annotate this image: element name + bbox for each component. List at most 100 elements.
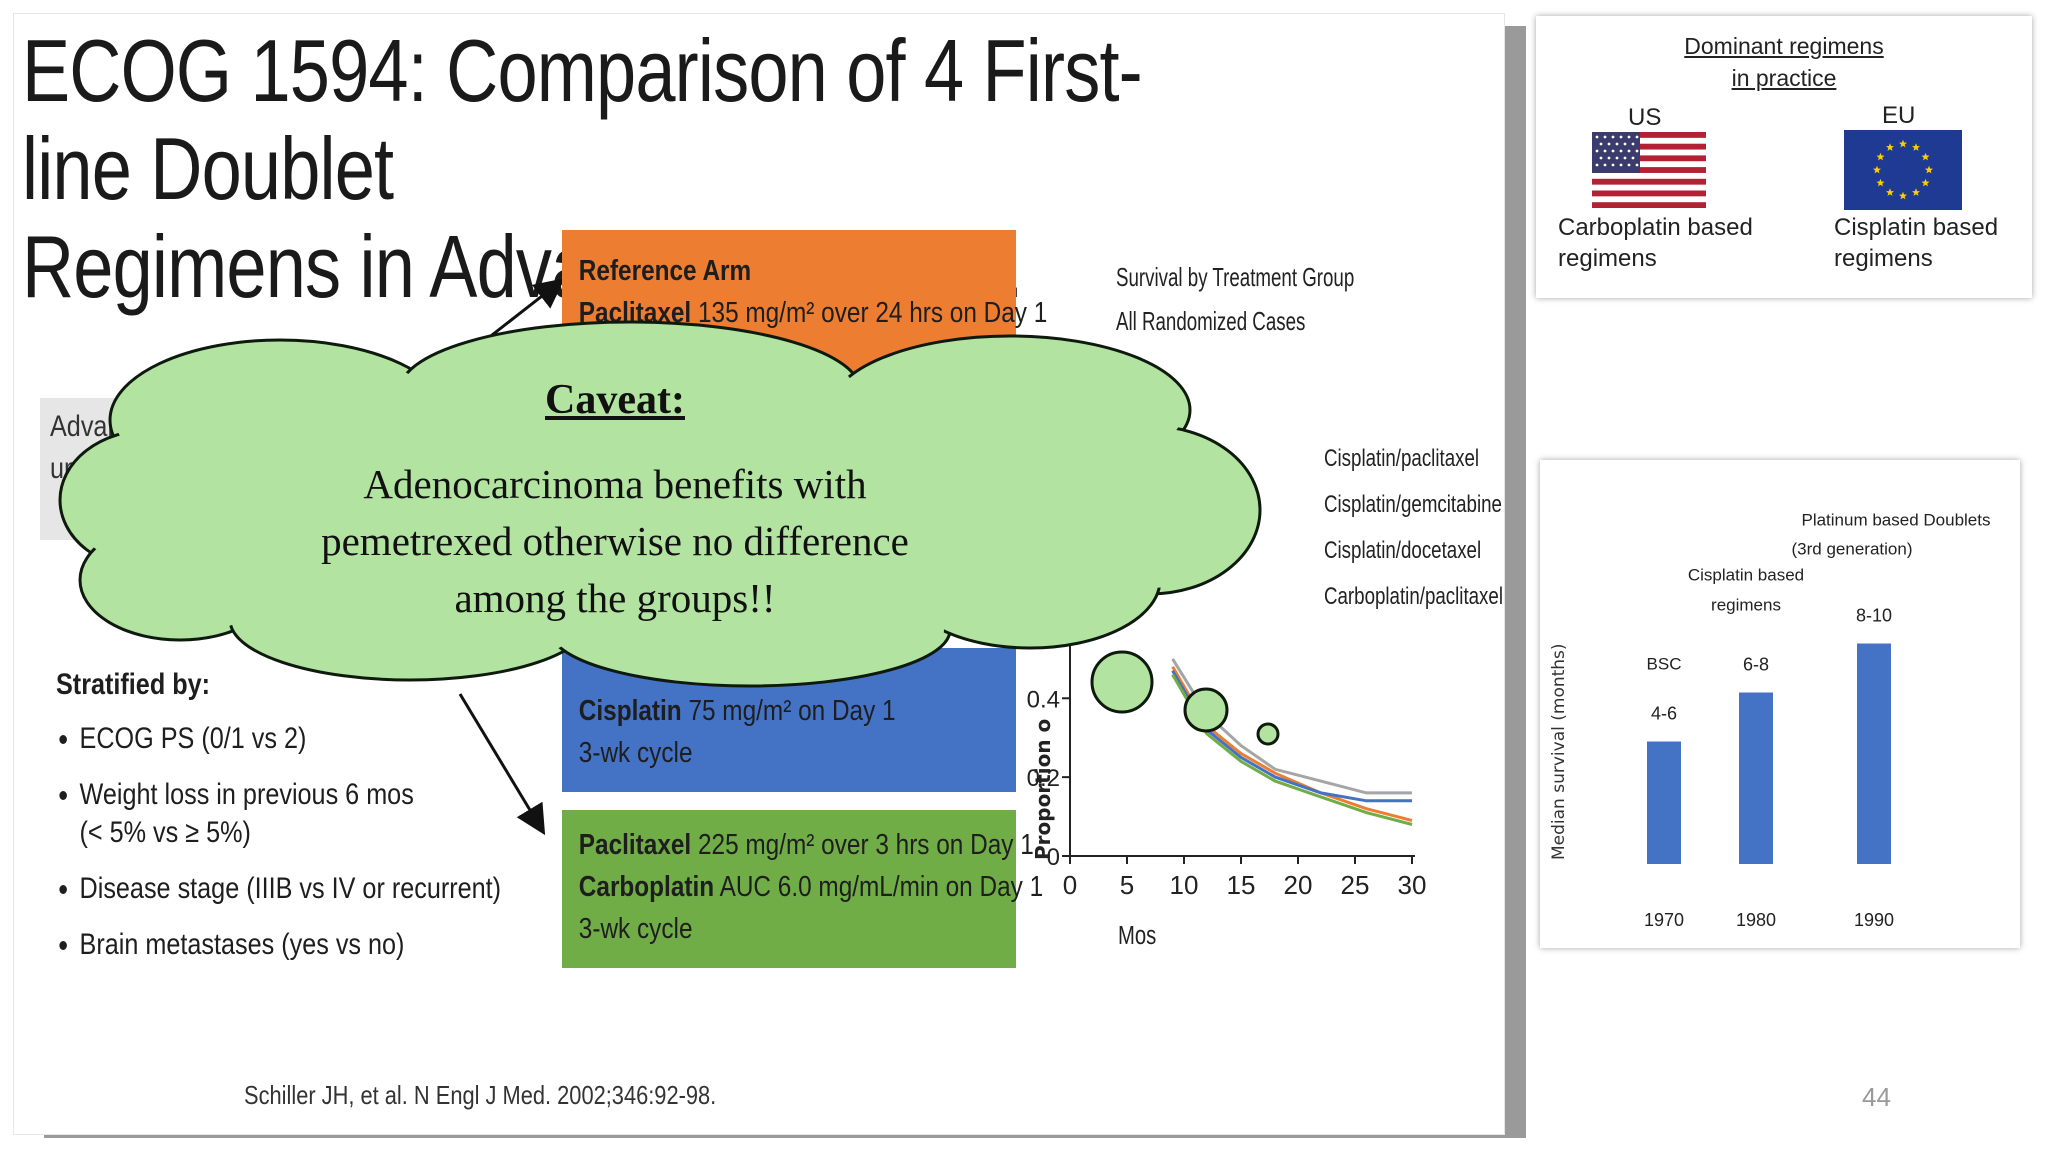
x-tick-label: 15 [1227, 870, 1256, 900]
bar-value-label: 6-8 [1743, 655, 1769, 675]
x-tick-label: 20 [1284, 870, 1313, 900]
survival-curve [1171, 673, 1413, 826]
green-arm-line2: Carboplatin AUC 6.0 mg/mL/min on Day 1 [562, 866, 1043, 908]
list-item: ECOG PS (0/1 vs 2) [80, 720, 502, 758]
dose-text: AUC 6.0 mg/mL/min on Day 1 [714, 871, 1044, 903]
us-desc-line-2: regimens [1558, 245, 1657, 272]
bar-value-label: 4-6 [1651, 704, 1677, 724]
eu-star [1921, 178, 1930, 187]
x-tick-label: 30 [1398, 870, 1427, 900]
bars: 4-6 1970 6-8 1980 8-10 1990 BSC Cisplatin based… [1644, 511, 1991, 931]
dominant-regimens-panel: Dominant regimens in practice US EU Carb… [1536, 16, 2032, 298]
dose-text: 135 mg/m² over 24 hrs on Day 1 [691, 297, 1048, 329]
eu-star [1899, 139, 1907, 148]
eu-star [1873, 165, 1881, 174]
survival-ylabel: Proportion o [1031, 719, 1055, 860]
eu-star [1899, 191, 1907, 200]
us-description: Carboplatin based regimens [1558, 212, 1753, 274]
list-item: Weight loss in previous 6 mos (< 5% vs ≥ … [80, 776, 502, 852]
carboplatin-paclitaxel-arm-box: Paclitaxel 225 mg/m² over 3 hrs on Day 1… [562, 810, 1043, 968]
x-tick-label: 1990 [1854, 910, 1894, 930]
drug-paclitaxel: Paclitaxel [578, 829, 692, 861]
x-tick-label: 5 [1120, 870, 1134, 900]
bubble-medium [1183, 687, 1229, 733]
dominant-title-line-1: Dominant regimens [1684, 33, 1884, 59]
list-item-text: Weight loss in previous 6 mos [79, 778, 414, 811]
blue-arm-line1: Cisplatin 75 mg/m² on Day 1 [562, 690, 943, 732]
drug-cisplatin: Cisplatin [578, 695, 682, 727]
thought-bubbles [1090, 650, 1280, 746]
us-desc-line-1: Carboplatin based [1558, 214, 1753, 241]
drug-carboplatin: Carboplatin [578, 871, 715, 903]
caveat-cloud [58, 320, 1262, 688]
reference-arm-heading: Reference Arm [578, 255, 752, 287]
bubble-small [1256, 722, 1280, 746]
y-tick-label: 0.2 [1027, 765, 1060, 792]
bar-caption: regimens [1711, 596, 1781, 615]
x-tick-label: 1970 [1644, 910, 1684, 930]
eu-star [1912, 143, 1920, 151]
survival-legend: Cisplatin/paclitaxel Cisplatin/gemcitabin… [1318, 436, 1503, 620]
stratified-title: Stratified by: [56, 668, 211, 701]
bar-caption: Platinum based Doublets [1801, 511, 1990, 530]
dose-text: 75 mg/m² on Day 1 [681, 695, 896, 727]
dominant-title-line-2: in practice [1731, 65, 1837, 91]
bar [1857, 643, 1891, 864]
legend-item: Cisplatin/paclitaxel [1318, 436, 1498, 482]
bar-value-label: 8-10 [1856, 606, 1892, 626]
legend-item: Cisplatin/docetaxel [1318, 528, 1498, 574]
title-line-1: ECOG 1594: Comparison of 4 First-line Do… [22, 21, 1143, 218]
x-tick-label: 25 [1341, 870, 1370, 900]
citation: Schiller JH, et al. N Engl J Med. 2002;3… [244, 1080, 717, 1110]
eu-star [1912, 188, 1920, 196]
bar-caption: Cisplatin based [1688, 566, 1804, 585]
eu-desc-line-2: regimens [1834, 245, 1933, 272]
bar-caption: BSC [1647, 655, 1682, 674]
us-flag-icon [1592, 132, 1706, 208]
list-item-subtext: (< 5% vs ≥ 5%) [79, 816, 251, 849]
arrow-to-carboplatin [458, 693, 546, 836]
blue-arm-cycle: 3-wk cycle [578, 737, 693, 769]
eu-star [1925, 165, 1933, 174]
survival-title-1: Survival by Treatment Group [1116, 262, 1355, 292]
caveat-line-2: pemetrexed otherwise no difference [321, 518, 909, 564]
median-survival-chart: Median survival (months) 4-6 1970 6-8 1980 8… [1549, 511, 1991, 931]
eu-description: Cisplatin based regimens [1834, 212, 1998, 274]
eu-star [1876, 178, 1885, 187]
caveat-line-3: among the groups!! [454, 575, 776, 621]
green-arm-cycle: 3-wk cycle [578, 913, 693, 945]
eu-flag-icon [1844, 130, 1962, 210]
cloud-fill [66, 328, 1254, 680]
legend-item: Cisplatin/gemcitabine [1318, 482, 1502, 528]
legend-label: Carboplatin/paclitaxel [1324, 583, 1503, 610]
x-tick-label: 0 [1063, 870, 1077, 900]
survival-ticks: 0 5 10 15 20 25 30 0 0.2 0.4 [1027, 686, 1427, 900]
stratified-items: ECOG PS (0/1 vs 2) Weight loss in previo… [56, 720, 502, 964]
list-item: Brain metastases (yes vs no) [80, 926, 502, 964]
eu-label: EU [1882, 102, 1916, 129]
legend-item: Carboplatin/paclitaxel [1318, 574, 1503, 620]
eu-star [1921, 152, 1930, 161]
bar [1647, 741, 1681, 864]
page-number: 44 [1862, 1082, 1891, 1112]
caveat-line-1: Adenocarcinoma benefits with [363, 461, 867, 507]
survival-xlabel: Mos [1118, 921, 1156, 950]
caveat-text: Caveat: Adenocarcinoma benefits with pem… [180, 372, 1050, 627]
eu-desc-line-1: Cisplatin based [1834, 214, 1999, 241]
y-tick-label: 0 [1047, 844, 1060, 871]
legend-label: Cisplatin/docetaxel [1324, 537, 1482, 564]
caveat-heading: Caveat: [545, 377, 685, 423]
median-survival-panel: Median survival (months) 4-6 1970 6-8 1980 8… [1540, 460, 2020, 948]
x-tick-label: 1980 [1736, 910, 1776, 930]
bubble-large [1090, 650, 1154, 714]
dominant-title: Dominant regimens in practice [1536, 30, 2032, 94]
survival-plot: 0 5 10 15 20 25 30 0 0.2 0.4 Proportion o Mos [1027, 580, 1427, 950]
reference-arm-line1: Paclitaxel 135 mg/m² over 24 hrs on Day … [562, 292, 1048, 334]
dose-text: 225 mg/m² over 3 hrs on Day 1 [691, 829, 1034, 861]
green-arm-line1: Paclitaxel 225 mg/m² over 3 hrs on Day 1 [562, 824, 1034, 866]
x-tick-label: 10 [1170, 870, 1199, 900]
eu-star [1886, 188, 1894, 196]
bar-caption: (3rd generation) [1792, 540, 1913, 559]
stratification-list: Stratified by: ECOG PS (0/1 vs 2) Weight… [56, 668, 501, 982]
survival-title-2: All Randomized Cases [1116, 306, 1306, 336]
